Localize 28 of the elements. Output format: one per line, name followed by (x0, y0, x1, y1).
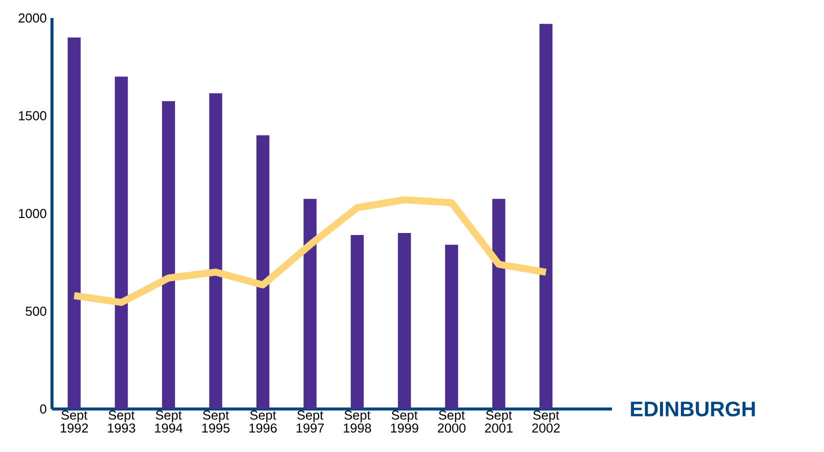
bar (68, 38, 81, 409)
bar (539, 24, 552, 409)
x-tick-label: Sept 1998 (344, 410, 372, 433)
bar (304, 198, 317, 409)
bar (256, 135, 270, 409)
x-tick-label: Sept 1995 (202, 410, 230, 433)
y-tick-label: 1000 (18, 208, 46, 218)
x-tick-label: Sept 2001 (485, 410, 513, 433)
x-tick-label: Sept 1993 (108, 410, 136, 433)
bar (350, 235, 364, 409)
y-tick-label: 1500 (18, 111, 46, 120)
y-tick-label: 0 (40, 404, 46, 414)
x-tick-label: Sept 2000 (438, 410, 466, 433)
x-tick-label: Sept 1997 (296, 410, 324, 433)
bar (398, 233, 411, 409)
x-tick-label: Sept 1994 (155, 410, 183, 433)
bar (114, 76, 128, 409)
x-tick-label: Sept 1992 (60, 410, 88, 433)
bar (162, 101, 176, 409)
text: EDINBURGH (630, 402, 755, 416)
bar (492, 198, 506, 409)
x-tick-label: Sept 1999 (391, 410, 418, 433)
x-tick-label: Sept 2002 (532, 410, 560, 433)
y-tick-label: 2000 (18, 13, 46, 23)
x-tick-label: Sept 1996 (249, 410, 277, 433)
bar (209, 93, 222, 409)
bar (445, 244, 458, 409)
y-tick-label: 500 (26, 306, 46, 316)
